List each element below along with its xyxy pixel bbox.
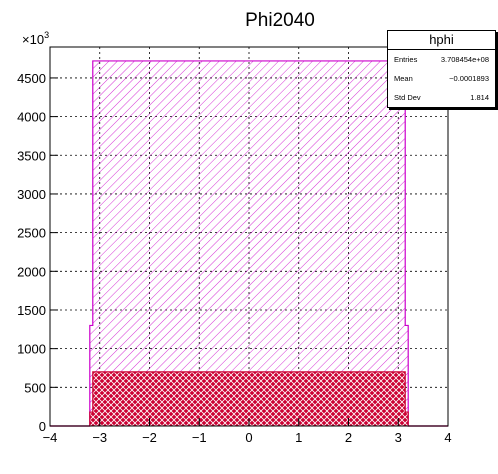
stats-row-std: Std Dev 1.814: [388, 88, 495, 107]
x-tick-label: −4: [43, 430, 58, 445]
chart-title: Phi2040: [245, 10, 315, 31]
x-tick-label: 4: [444, 430, 451, 445]
x-tick-label: −1: [192, 430, 207, 445]
x-tick-label: 2: [345, 430, 352, 445]
y-tick-label: 1500: [17, 303, 46, 318]
stats-entries-label: Entries: [394, 55, 418, 64]
y-tick-label: 0: [39, 419, 46, 434]
y-tick-label: 4000: [17, 110, 46, 125]
stats-entries-value: 3.708454e+08: [440, 55, 489, 64]
y-axis: 0 500 1000 1500 2000 2500 3000 3500 4000 4500: [17, 71, 58, 434]
histogram-series-1: [50, 371, 448, 427]
stats-box: hphi Entries 3.708454e+08 Mean −0.000189…: [387, 30, 496, 108]
y-tick-label: 2000: [17, 264, 46, 279]
stats-mean-label: Mean: [394, 74, 413, 83]
y-multiplier: ×103: [22, 30, 49, 47]
stats-row-mean: Mean −0.0001893: [388, 69, 495, 88]
x-tick-label: −3: [92, 430, 107, 445]
y-tick-label: 2500: [17, 226, 46, 241]
x-axis: −4 −2 −1 0 1 2 3 4 −3: [43, 418, 452, 445]
histogram-bars: [50, 60, 448, 427]
y-tick-label: 3500: [17, 148, 46, 163]
x-tick-label: −2: [142, 430, 157, 445]
y-tick-label: 4500: [17, 71, 46, 86]
x-tick-label: 0: [245, 430, 252, 445]
stats-title: hphi: [388, 31, 495, 50]
x-tick-label: 3: [395, 430, 402, 445]
stats-row-entries: Entries 3.708454e+08: [388, 50, 495, 69]
stats-std-label: Std Dev: [394, 93, 421, 102]
y-tick-label: 500: [24, 380, 46, 395]
x-tick-label: 1: [295, 430, 302, 445]
stats-mean-value: −0.0001893: [449, 74, 489, 83]
y-tick-label: 1000: [17, 342, 46, 357]
histogram-series-0: [50, 60, 448, 427]
stats-std-value: 1.814: [470, 93, 489, 102]
y-tick-label: 3000: [17, 187, 46, 202]
